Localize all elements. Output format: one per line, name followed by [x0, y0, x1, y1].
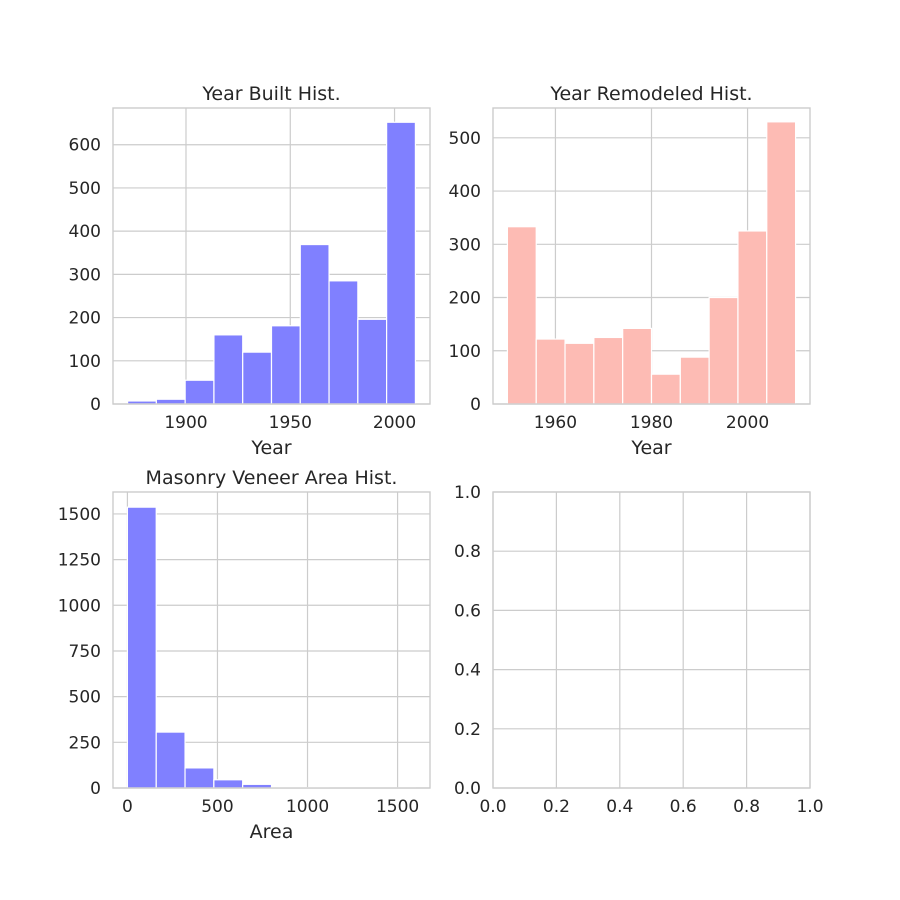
year-remodeled-y-tick-label: 500	[449, 129, 481, 149]
year-built-bar-5	[270, 325, 301, 405]
year-remodeled-y-tick-label: 400	[449, 182, 481, 202]
masonry-veneer-area-title: Masonry Veneer Area Hist.	[146, 467, 398, 489]
masonry-veneer-area-y-tick-label: 500	[69, 688, 101, 708]
year-remodeled-bar-0	[506, 226, 537, 405]
year-built-bar-8	[357, 318, 388, 405]
year-built-x-axis-label: Year	[250, 437, 291, 459]
year-built-y-tick-label: 500	[69, 179, 101, 199]
masonry-veneer-area-x-tick-label: 1500	[376, 797, 419, 817]
year-built-bar-4	[242, 351, 273, 405]
year-built-bar-3	[213, 334, 244, 405]
masonry-veneer-area-bar-1	[155, 731, 186, 789]
empty-y-tick-label: 0.0	[454, 779, 481, 799]
masonry-veneer-area-y-tick-label: 1000	[58, 596, 101, 616]
year-built-x-tick-label: 1950	[269, 413, 312, 433]
panel-year-built: 1900 1950 2000 0 100 200 300 400 500 600 Year Buil…	[69, 83, 431, 459]
masonry-veneer-area-x-tick-label: 1000	[286, 797, 329, 817]
masonry-veneer-area-y-tick-label: 1500	[58, 505, 101, 525]
panel-empty: 0.0 0.2 0.4 0.6 0.8 1.0 0.0 0.2 0.4 0.6 0.8 1.0	[454, 483, 824, 817]
year-remodeled-bar-9	[766, 121, 797, 405]
masonry-veneer-area-y-tick-label: 1250	[58, 551, 101, 571]
year-remodeled-bar-2	[564, 342, 595, 405]
year-built-y-tick-label: 300	[69, 265, 101, 285]
year-remodeled-y-tick-label: 300	[449, 235, 481, 255]
masonry-veneer-area-y-tick-label: 750	[69, 642, 101, 662]
year-remodeled-bar-4	[622, 327, 653, 405]
empty-y-tick-label: 1.0	[454, 483, 481, 503]
year-remodeled-bar-3	[593, 336, 624, 405]
year-remodeled-title: Year Remodeled Hist.	[549, 83, 752, 105]
year-built-title: Year Built Hist.	[201, 83, 340, 105]
year-built-y-tick-label: 200	[69, 309, 101, 329]
year-remodeled-y-tick-label: 0	[470, 395, 481, 415]
year-built-bar-9	[386, 121, 417, 405]
year-built-bar-2	[184, 379, 215, 405]
year-built-x-tick-label: 2000	[373, 413, 416, 433]
empty-x-tick-label: 0.6	[670, 797, 697, 817]
year-remodeled-x-tick-label: 1980	[630, 413, 673, 433]
empty-x-tick-label: 0.0	[479, 797, 506, 817]
year-remodeled-bar-7	[708, 296, 739, 405]
year-built-x-tick-label: 1900	[164, 413, 207, 433]
empty-x-tick-label: 0.8	[733, 797, 760, 817]
year-built-bar-1	[155, 398, 186, 405]
year-remodeled-bar-5	[650, 373, 681, 405]
empty-x-tick-label: 0.4	[606, 797, 633, 817]
masonry-veneer-area-y-tick-label: 0	[90, 779, 101, 799]
masonry-veneer-area-bar-0	[126, 506, 157, 789]
year-built-y-tick-label: 100	[69, 352, 101, 372]
empty-axes-frame	[492, 491, 811, 789]
masonry-veneer-area-x-tick-label: 0	[122, 797, 133, 817]
empty-y-tick-label: 0.2	[454, 720, 481, 740]
year-remodeled-bar-1	[535, 338, 566, 405]
panel-year-remodeled: 1960 1980 2000 0 100 200 300 400 500 Year Remodel…	[449, 83, 811, 459]
year-remodeled-x-tick-label: 2000	[726, 413, 769, 433]
year-remodeled-y-tick-label: 100	[449, 342, 481, 362]
year-remodeled-y-tick-label: 200	[449, 289, 481, 309]
masonry-veneer-area-bar-2	[184, 767, 215, 789]
masonry-veneer-area-axes-frame	[112, 491, 431, 789]
masonry-veneer-area-x-tick-label: 500	[201, 797, 233, 817]
empty-y-tick-label: 0.8	[454, 542, 481, 562]
year-built-y-tick-label: 0	[90, 395, 101, 415]
empty-x-tick-label: 0.2	[543, 797, 570, 817]
year-remodeled-bar-6	[679, 356, 710, 405]
year-remodeled-x-axis-label: Year	[630, 437, 671, 459]
year-built-y-tick-label: 600	[69, 136, 101, 156]
masonry-veneer-area-x-axis-label: Area	[250, 821, 294, 843]
year-built-axes-frame	[112, 107, 431, 405]
year-remodeled-axes-frame	[492, 107, 811, 405]
masonry-veneer-area-y-tick-label: 250	[69, 733, 101, 753]
year-built-bar-6	[299, 243, 330, 405]
empty-x-tick-label: 1.0	[796, 797, 823, 817]
empty-y-tick-label: 0.6	[454, 601, 481, 621]
panel-masonry-veneer-area: 0 500 1000 1500 0 250 500 750 1000 1250 1500 Masonr…	[58, 467, 431, 843]
empty-y-tick-label: 0.4	[454, 661, 481, 681]
year-built-bar-7	[328, 280, 359, 405]
year-remodeled-bar-8	[737, 230, 768, 405]
year-remodeled-x-tick-label: 1960	[534, 413, 577, 433]
year-built-y-tick-label: 400	[69, 222, 101, 242]
masonry-veneer-area-bar-3	[213, 779, 244, 789]
